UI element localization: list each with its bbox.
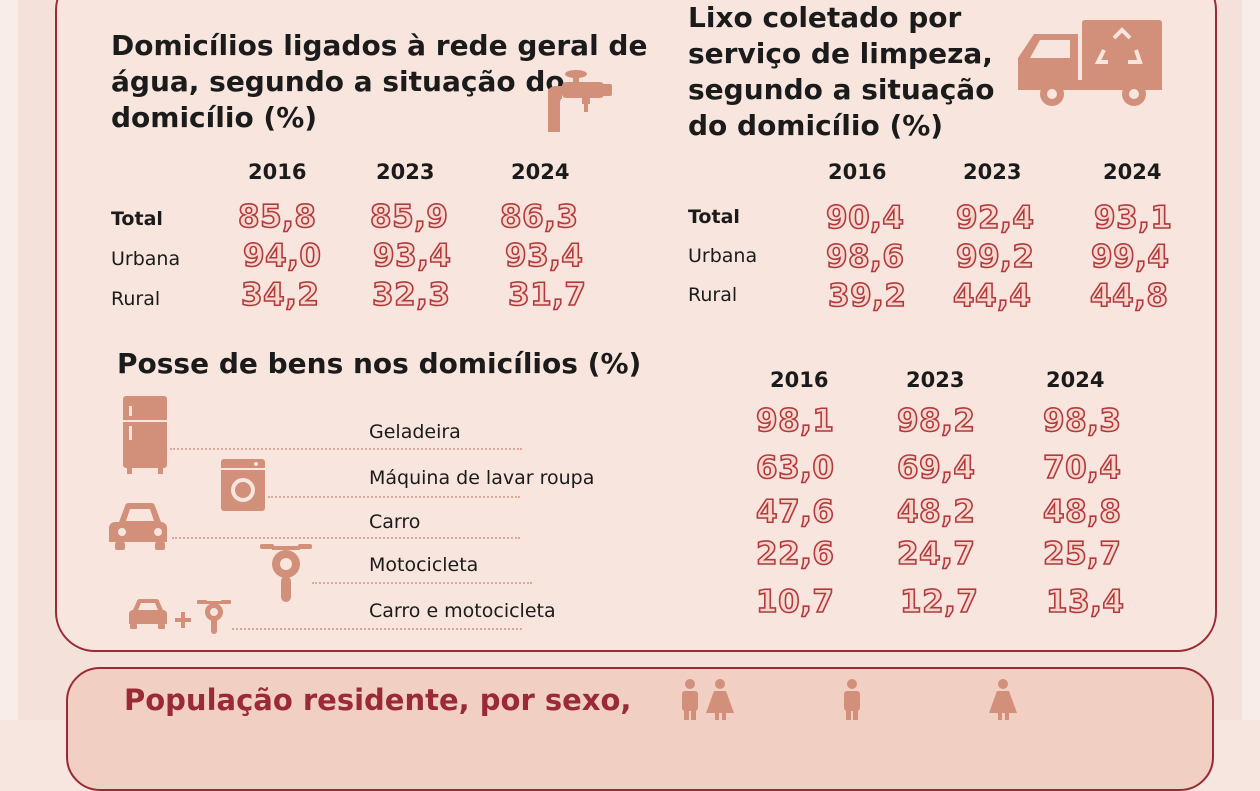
garbage-row-label-urbana: Urbana [688,245,758,267]
carro-moto-2023: 12,7 [899,583,979,621]
housing-panel [55,0,1217,652]
carro-2024: 48,8 [1042,493,1122,531]
water-total-2024: 86,3 [499,198,579,236]
woman-icon [989,679,1017,720]
water-rural-2024: 31,7 [507,276,587,314]
water-tap-icon [548,70,612,132]
water-title-line-1: Domicílios ligados à rede geral de [111,29,648,62]
goods-label-carro-e-motocicleta: Carro e motocicleta [369,600,556,622]
carro-moto-leader-line [232,628,522,630]
goods-label-carro: Carro [369,511,421,533]
water-row-label-urbana: Urbana [111,248,181,270]
left-margin [0,0,18,720]
garbage-title-line-1: Lixo coletado por [688,1,962,34]
goods-year-2016: 2016 [770,368,829,392]
carro-moto-2024: 13,4 [1045,583,1125,621]
refrigerator-icon [123,396,167,474]
motocicleta-2016: 22,6 [755,535,835,573]
goods-label-geladeira: Geladeira [369,421,461,443]
water-total-2023: 85,9 [369,198,449,236]
water-title: Domicílios ligados à rede geral de água,… [111,28,647,136]
water-rural-2016: 34,2 [240,276,320,314]
goods-label-maquina-de-lavar-roupa: Máquina de lavar roupa [369,467,595,489]
garbage-truck-icon [1018,20,1162,106]
carro-2016: 47,6 [755,493,835,531]
water-year-2016: 2016 [248,160,307,184]
water-title-line-3: domicílio (%) [111,101,318,134]
geladeira-2023: 98,2 [896,402,976,440]
population-title: População residente, por sexo, [124,683,632,717]
garbage-year-2024: 2024 [1103,160,1162,184]
geladeira-2016: 98,1 [755,402,835,440]
garbage-rural-2024: 44,8 [1089,277,1169,315]
right-margin [1242,0,1260,720]
car-icon [109,502,167,550]
goods-title: Posse de bens nos domicílios (%) [117,347,642,380]
garbage-title-line-4: do domicílio (%) [688,109,944,142]
man-icon [844,679,860,720]
water-urbana-2024: 93,4 [504,237,584,275]
garbage-total-2024: 93,1 [1093,199,1173,237]
motocicleta-2024: 25,7 [1042,535,1122,573]
garbage-title-line-3: segundo a situação [688,73,995,106]
car-and-motorcycle-icon [129,598,231,634]
motocicleta-leader-line [312,582,532,584]
washing-machine-icon [221,459,265,511]
maquina-leader-line [268,496,520,498]
garbage-row-label-total: Total [688,206,740,228]
garbage-title: Lixo coletado por serviço de limpeza, se… [688,0,994,144]
water-year-2023: 2023 [376,160,435,184]
garbage-urbana-2016: 98,6 [825,238,905,276]
garbage-year-2016: 2016 [828,160,887,184]
motocicleta-2023: 24,7 [896,535,976,573]
goods-label-motocicleta: Motocicleta [369,554,479,576]
geladeira-2024: 98,3 [1042,402,1122,440]
garbage-rural-2016: 39,2 [827,277,907,315]
garbage-total-2016: 90,4 [825,199,905,237]
garbage-urbana-2023: 99,2 [955,238,1035,276]
carro-leader-line [172,537,520,539]
geladeira-leader-line [170,448,522,450]
carro-moto-2016: 10,7 [755,583,835,621]
garbage-total-2023: 92,4 [955,199,1035,237]
water-total-2016: 85,8 [237,198,317,236]
maquina-2023: 69,4 [896,449,976,487]
garbage-year-2023: 2023 [963,160,1022,184]
maquina-2024: 70,4 [1042,449,1122,487]
goods-year-2024: 2024 [1046,368,1105,392]
man-and-woman-icon [682,679,734,720]
water-urbana-2023: 93,4 [372,237,452,275]
water-year-2024: 2024 [511,160,570,184]
garbage-title-line-2: serviço de limpeza, [688,37,993,70]
water-row-label-total: Total [111,208,163,230]
water-rural-2023: 32,3 [371,276,451,314]
motorcycle-icon [260,544,312,602]
garbage-urbana-2024: 99,4 [1090,238,1170,276]
water-title-line-2: água, segundo a situação do [111,65,565,98]
maquina-2016: 63,0 [755,449,835,487]
water-row-label-rural: Rural [111,288,161,310]
goods-year-2023: 2023 [906,368,965,392]
garbage-rural-2023: 44,4 [952,277,1032,315]
carro-2023: 48,2 [896,493,976,531]
water-urbana-2016: 94,0 [242,237,322,275]
garbage-row-label-rural: Rural [688,284,738,306]
